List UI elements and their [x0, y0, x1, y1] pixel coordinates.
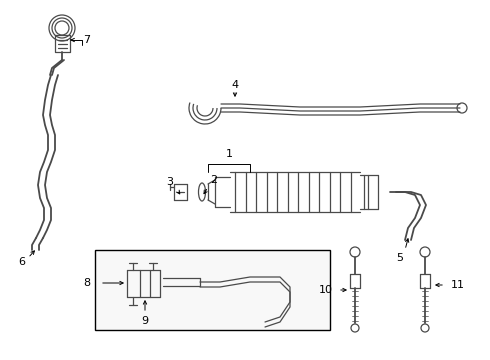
- Text: 1: 1: [225, 149, 232, 159]
- Text: 4: 4: [231, 80, 239, 90]
- Text: 6: 6: [19, 257, 25, 267]
- Text: 3: 3: [167, 177, 173, 187]
- Text: 9: 9: [142, 316, 148, 326]
- Text: 5: 5: [396, 253, 403, 263]
- FancyBboxPatch shape: [95, 250, 330, 330]
- Text: 11: 11: [451, 280, 465, 290]
- Text: 8: 8: [83, 278, 90, 288]
- Text: 2: 2: [210, 175, 218, 185]
- Text: 10: 10: [319, 285, 333, 295]
- Text: 7: 7: [83, 35, 91, 45]
